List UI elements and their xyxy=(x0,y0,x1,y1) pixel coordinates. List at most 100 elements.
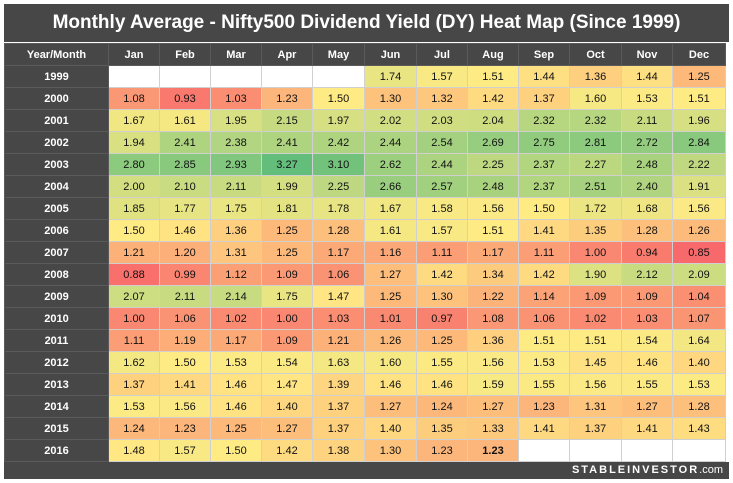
heatmap-cell: 1.50 xyxy=(312,87,365,110)
heatmap-cell: 1.03 xyxy=(621,307,673,330)
year-row: 2007 1.21 1.20 1.31 1.25 1.17 1.16 1.11 1.17 1.11… xyxy=(4,241,726,264)
year-label: 2015 xyxy=(4,417,109,440)
heatmap-cell: 1.41 xyxy=(159,373,211,396)
heatmap-cell: 1.47 xyxy=(312,285,365,308)
heatmap-cell: 0.94 xyxy=(621,241,673,264)
heatmap-cell: 1.38 xyxy=(312,439,365,462)
heatmap-table: Year/Month Jan Feb Mar Apr May Jun Jul Aug Sep Oct… xyxy=(4,43,726,462)
heatmap-cell: 1.41 xyxy=(518,219,570,242)
heatmap-cell: 1.12 xyxy=(210,263,262,286)
heatmap-cell xyxy=(210,65,262,88)
heatmap-cell: 1.57 xyxy=(416,219,468,242)
heatmap-cell: 1.50 xyxy=(108,219,160,242)
heatmap-cell: 1.01 xyxy=(364,307,417,330)
heatmap-cell: 1.20 xyxy=(159,241,211,264)
heatmap-cell: 1.43 xyxy=(672,417,726,440)
heatmap-cell: 0.88 xyxy=(108,263,160,286)
heatmap-cell: 1.16 xyxy=(364,241,417,264)
heatmap-cell: 2.93 xyxy=(210,153,262,176)
heatmap-cell: 2.42 xyxy=(312,131,365,154)
heatmap-cell: 1.61 xyxy=(364,219,417,242)
heatmap-cell: 1.24 xyxy=(108,417,160,440)
heatmap-cell: 2.11 xyxy=(210,175,262,198)
heatmap-cell: 2.32 xyxy=(569,109,622,132)
year-row: 2000 1.08 0.93 1.03 1.23 1.50 1.30 1.32 1.42 1.37… xyxy=(4,87,726,110)
heatmap-cell: 1.53 xyxy=(518,351,570,374)
heatmap-cell: 1.27 xyxy=(364,395,417,418)
heatmap-cell: 1.64 xyxy=(672,329,726,352)
heatmap-cell: 1.41 xyxy=(518,417,570,440)
heatmap-cell: 1.74 xyxy=(364,65,417,88)
heatmap-cell: 1.40 xyxy=(672,351,726,374)
heatmap-cell: 1.50 xyxy=(518,197,570,220)
heatmap-cell: 1.45 xyxy=(569,351,622,374)
heatmap-cell: 1.36 xyxy=(569,65,622,88)
heatmap-cell: 2.48 xyxy=(621,153,673,176)
heatmap-cell xyxy=(159,65,211,88)
heatmap-cell: 2.38 xyxy=(210,131,262,154)
heatmap-cell: 1.47 xyxy=(261,373,313,396)
year-label: 2004 xyxy=(4,175,109,198)
heatmap-cell: 1.75 xyxy=(210,197,262,220)
heatmap-cell: 1.42 xyxy=(467,87,519,110)
year-label: 2008 xyxy=(4,263,109,286)
year-row: 2011 1.11 1.19 1.17 1.09 1.21 1.26 1.25 1.36 1.51… xyxy=(4,329,726,352)
heatmap-cell: 1.48 xyxy=(108,439,160,462)
heatmap-cell: 1.17 xyxy=(210,329,262,352)
heatmap-cell: 1.72 xyxy=(569,197,622,220)
heatmap-cell: 1.96 xyxy=(672,109,726,132)
month-header-oct: Oct xyxy=(569,43,622,66)
heatmap-cell: 1.40 xyxy=(261,395,313,418)
brand-name: STABLEINVESTOR xyxy=(571,464,700,476)
heatmap-cell: 1.09 xyxy=(569,285,622,308)
month-header-nov: Nov xyxy=(621,43,673,66)
heatmap-cell: 2.03 xyxy=(416,109,468,132)
heatmap-cell: 2.51 xyxy=(569,175,622,198)
heatmap-cell: 1.59 xyxy=(467,373,519,396)
year-row: 2010 1.00 1.06 1.02 1.00 1.03 1.01 0.97 1.08 1.06… xyxy=(4,307,726,330)
heatmap-cell: 1.40 xyxy=(364,417,417,440)
heatmap-cell: 2.48 xyxy=(467,175,519,198)
heatmap-cell: 2.12 xyxy=(621,263,673,286)
heatmap-cell: 2.62 xyxy=(364,153,417,176)
heatmap-cell: 2.27 xyxy=(569,153,622,176)
heatmap-cell: 1.37 xyxy=(312,417,365,440)
heatmap-cell: 2.07 xyxy=(108,285,160,308)
heatmap-cell: 2.00 xyxy=(108,175,160,198)
heatmap-cell: 1.75 xyxy=(261,285,313,308)
heatmap-cell: 1.28 xyxy=(312,219,365,242)
month-header-jan: Jan xyxy=(108,43,160,66)
heatmap-cell: 1.23 xyxy=(416,439,468,462)
month-header-may: May xyxy=(312,43,365,66)
heatmap-cell: 1.63 xyxy=(312,351,365,374)
heatmap-cell: 1.30 xyxy=(364,439,417,462)
heatmap-cell: 1.00 xyxy=(108,307,160,330)
heatmap-cell: 1.11 xyxy=(518,241,570,264)
heatmap-cell: 1.60 xyxy=(569,87,622,110)
heatmap-cell: 1.55 xyxy=(416,351,468,374)
heatmap-cell: 1.61 xyxy=(159,109,211,132)
heatmap-cell: 1.17 xyxy=(312,241,365,264)
heatmap-cell: 1.27 xyxy=(261,417,313,440)
year-row: 2001 1.67 1.61 1.95 2.15 1.97 2.02 2.03 2.04 2.32… xyxy=(4,109,726,132)
year-label: 2006 xyxy=(4,219,109,242)
heatmap-cell: 1.57 xyxy=(416,65,468,88)
heatmap-cell: 1.33 xyxy=(467,417,519,440)
month-header-dec: Dec xyxy=(672,43,726,66)
heatmap-cell: 1.32 xyxy=(416,87,468,110)
month-header-mar: Mar xyxy=(210,43,262,66)
heatmap-cell: 1.53 xyxy=(621,87,673,110)
heatmap-cell: 1.25 xyxy=(672,65,726,88)
heatmap-cell: 2.10 xyxy=(159,175,211,198)
year-label: 2016 xyxy=(4,439,109,462)
heatmap-cell: 1.42 xyxy=(416,263,468,286)
heatmap-cell: 1.23 xyxy=(261,87,313,110)
heatmap-cell: 1.02 xyxy=(210,307,262,330)
heatmap-cell: 1.78 xyxy=(312,197,365,220)
heatmap-cell: 1.62 xyxy=(108,351,160,374)
heatmap-cell: 1.35 xyxy=(416,417,468,440)
heatmap-cell: 1.50 xyxy=(210,439,262,462)
heatmap-cell: 1.46 xyxy=(210,395,262,418)
heatmap-cell: 1.24 xyxy=(416,395,468,418)
year-label: 2010 xyxy=(4,307,109,330)
